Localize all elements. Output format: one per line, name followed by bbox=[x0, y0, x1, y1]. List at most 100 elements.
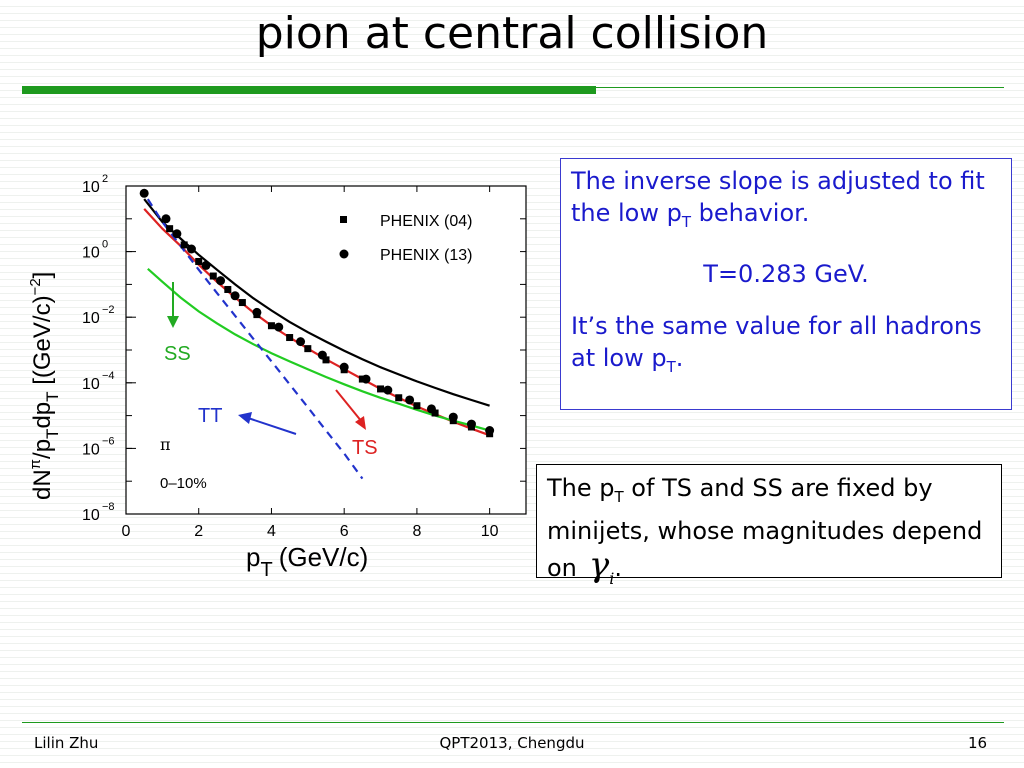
point-square-0 bbox=[166, 225, 174, 233]
point-circle-11 bbox=[339, 362, 349, 372]
tt-arrow-line bbox=[247, 417, 297, 435]
gamma-symbol: γi bbox=[588, 544, 615, 588]
note-line-2: T=0.283 GeV. bbox=[703, 259, 869, 288]
point-square-1 bbox=[180, 241, 188, 249]
point-square-14 bbox=[395, 394, 403, 402]
footer-author: Lilin Zhu bbox=[34, 734, 99, 752]
point-circle-1 bbox=[161, 214, 171, 224]
point-square-10 bbox=[322, 356, 330, 364]
point-square-9 bbox=[304, 345, 312, 353]
x-tick-label-5: 10 bbox=[481, 523, 499, 540]
point-circle-17 bbox=[466, 419, 476, 429]
x-tick-label-2: 4 bbox=[267, 523, 276, 540]
point-square-15 bbox=[413, 402, 421, 410]
x-axis-label-sub: T bbox=[260, 559, 272, 581]
footer-page-number: 16 bbox=[968, 734, 988, 752]
y-tick-label-5: 2 bbox=[102, 173, 108, 185]
y-tick-label-2: −4 bbox=[102, 370, 115, 382]
y-axis-label: dNπ/pTdpT [(GeV/c)−2] bbox=[27, 272, 62, 500]
point-circle-18 bbox=[485, 426, 495, 436]
point-circle-15 bbox=[426, 404, 436, 414]
x-tick-label-0: 0 bbox=[122, 523, 131, 540]
x-tick-label-4: 8 bbox=[412, 523, 421, 540]
minijet-note: The pT of TS and SS are fixed by minijet… bbox=[536, 464, 1002, 588]
ss-arrow-head bbox=[167, 316, 179, 328]
y-tick-base-0: 10 bbox=[82, 507, 100, 524]
point-square-3 bbox=[209, 272, 217, 280]
point-circle-0 bbox=[139, 188, 149, 198]
note-line-1: The inverse slope is adjusted to fit the… bbox=[571, 165, 1001, 238]
axis-labels: pT (GeV/c)dNπ/pTdpT [(GeV/c)−2] bbox=[27, 272, 368, 581]
title-rule-thick bbox=[22, 86, 596, 94]
y-axis-label-part-6: [(GeV/c) bbox=[29, 295, 56, 391]
point-square-4 bbox=[224, 285, 232, 293]
curve-TT bbox=[146, 198, 364, 480]
title-rule-thin bbox=[596, 87, 1004, 88]
point-circle-14 bbox=[405, 395, 415, 405]
note-line-3-sub: T bbox=[666, 357, 676, 376]
point-circle-5 bbox=[216, 276, 226, 286]
y-axis-label-part-0: dN bbox=[29, 469, 56, 500]
note-line-3-tail: . bbox=[675, 343, 684, 372]
x-tick-label-1: 2 bbox=[194, 523, 203, 540]
gamma-sub: i bbox=[609, 568, 615, 588]
point-square-2 bbox=[195, 257, 203, 265]
x-axis-label-unit: (GeV/c) bbox=[279, 542, 369, 572]
ts-arrow-head bbox=[355, 416, 366, 430]
minijet-body: of TS and SS are fixed by minijets, whos… bbox=[547, 474, 983, 582]
legend-marker-square bbox=[340, 216, 347, 223]
legend-label-0: PHENIX (04) bbox=[380, 213, 472, 230]
y-tick-label-4: 0 bbox=[102, 239, 108, 251]
point-square-8 bbox=[286, 334, 294, 342]
label-ts: TS bbox=[352, 437, 378, 459]
minijet-tail: . bbox=[614, 553, 622, 582]
y-axis-label-part-7: −2 bbox=[27, 278, 44, 295]
y-tick-base-2: 10 bbox=[82, 376, 100, 393]
point-circle-7 bbox=[252, 307, 262, 317]
point-square-7 bbox=[267, 322, 275, 330]
gamma-letter: γ bbox=[588, 544, 610, 585]
note-line-3: It’s the same value for all hadrons at l… bbox=[571, 310, 1001, 383]
note-line-3-text: It’s the same value for all hadrons at l… bbox=[571, 311, 982, 372]
slide-title: pion at central collision bbox=[255, 8, 769, 59]
y-tick-base-5: 10 bbox=[82, 179, 100, 196]
annotation-centrality: 0–10% bbox=[160, 475, 207, 492]
x-axis-label: pT (GeV/c) bbox=[246, 542, 368, 581]
note-line-1-sub: T bbox=[681, 212, 692, 231]
footer-conference: QPT2013, Chengdu bbox=[439, 734, 585, 752]
x-tick-label-3: 6 bbox=[340, 523, 349, 540]
y-tick-label-3: −2 bbox=[102, 304, 115, 316]
point-circle-6 bbox=[230, 291, 240, 301]
label-tt: TT bbox=[198, 405, 222, 427]
point-circle-8 bbox=[274, 322, 284, 332]
y-axis-label-part-4: dp bbox=[29, 402, 56, 429]
point-square-13 bbox=[377, 385, 385, 393]
point-circle-3 bbox=[186, 244, 196, 254]
label-ss: SS bbox=[164, 343, 191, 365]
data-points bbox=[139, 188, 495, 438]
legend-label-1: PHENIX (13) bbox=[380, 247, 472, 264]
y-tick-label-1: −6 bbox=[102, 435, 115, 447]
minijet-pre: The p bbox=[547, 474, 615, 502]
point-circle-10 bbox=[317, 350, 327, 360]
curve-total bbox=[143, 198, 490, 407]
annotation-particle: π bbox=[160, 435, 171, 454]
point-square-5 bbox=[238, 299, 246, 307]
y-axis-label-part-2: /p bbox=[29, 439, 56, 459]
point-circle-2 bbox=[172, 229, 182, 239]
chart-annotations: π 0–10% SS TT TS bbox=[160, 282, 378, 492]
y-tick-base-3: 10 bbox=[82, 310, 100, 327]
point-circle-16 bbox=[448, 412, 458, 422]
y-tick-base-4: 10 bbox=[82, 245, 100, 262]
point-circle-13 bbox=[383, 385, 393, 395]
y-axis-label-part-5: T bbox=[43, 391, 62, 401]
note-line-1-text: The inverse slope is adjusted to fit the… bbox=[571, 167, 985, 227]
point-circle-9 bbox=[296, 337, 306, 347]
y-axis-label-part-3: T bbox=[43, 429, 62, 439]
minijet-pre-sub: T bbox=[614, 487, 624, 506]
ts-arrow-line bbox=[335, 389, 363, 423]
chart-legend: PHENIX (04) PHENIX (13) bbox=[339, 213, 472, 264]
plot-frame bbox=[125, 185, 527, 515]
